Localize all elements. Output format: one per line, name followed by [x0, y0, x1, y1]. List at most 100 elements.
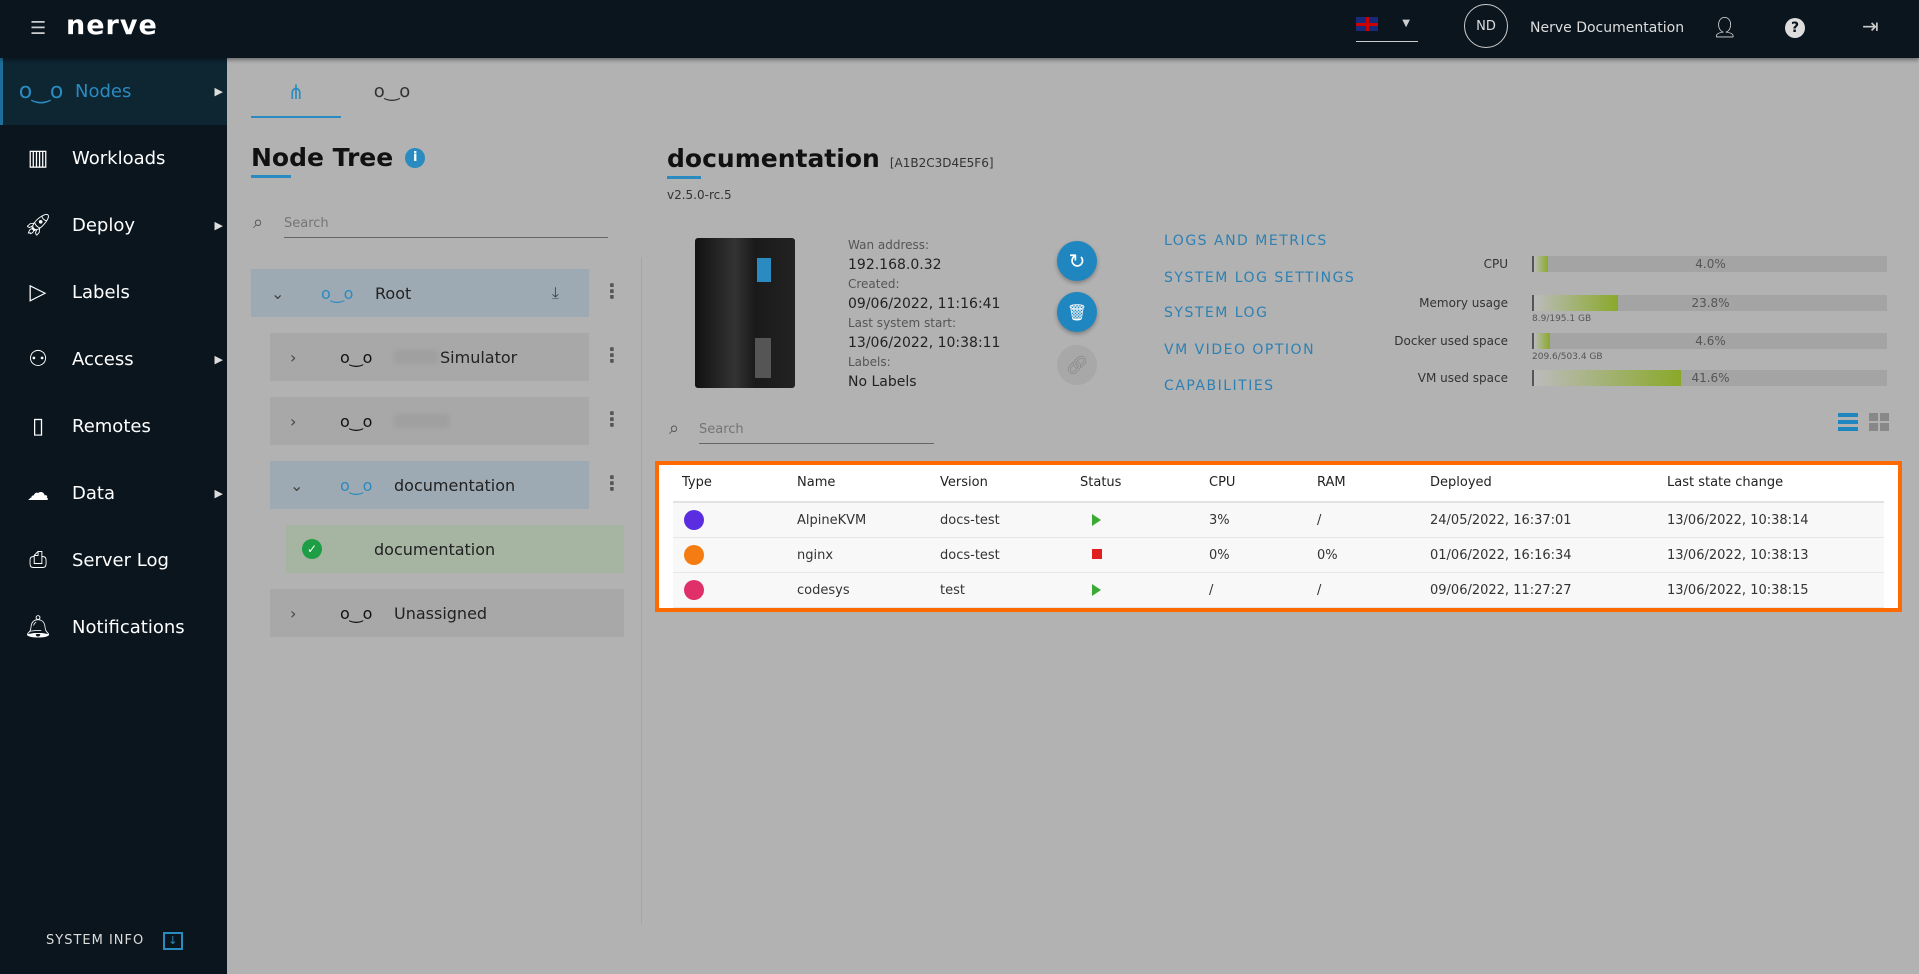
link-system-log-settings[interactable]: SYSTEM LOG SETTINGS	[1164, 270, 1356, 286]
cell-deployed: 24/05/2022, 16:37:01	[1430, 513, 1572, 528]
reboot-button[interactable]: ↻	[1057, 241, 1097, 281]
search-icon: ⌕	[669, 418, 680, 439]
metric-percent: 23.8%	[1691, 296, 1730, 310]
tree-row[interactable]: ⌄ o‿o documentation	[270, 461, 589, 509]
rocket-icon: 🚀︎	[24, 213, 52, 238]
docker-type-icon	[684, 545, 704, 565]
workload-search-input[interactable]	[699, 416, 934, 444]
system-info-label: SYSTEM INFO	[46, 933, 145, 948]
sidebar-item-data[interactable]: ☁︎ Data ▶	[0, 460, 227, 527]
cell-cpu: 3%	[1209, 513, 1230, 528]
delete-button[interactable]: 🗑︎	[1057, 292, 1097, 332]
created-label: Created:	[848, 277, 900, 291]
info-icon[interactable]: i	[405, 147, 426, 168]
tree-row-label: documentation	[394, 475, 516, 495]
chevron-down-icon[interactable]: ⌄	[271, 283, 285, 303]
node-header: documentation [A1B2C3D4E5F6]	[667, 144, 994, 173]
title-underline	[251, 175, 291, 178]
chevron-right-icon[interactable]: ›	[290, 411, 297, 431]
column-header[interactable]: Name	[797, 475, 836, 490]
table-row[interactable]: nginx docs-test 0% 0% 01/06/2022, 16:16:34 13…	[673, 538, 1884, 573]
help-icon[interactable]: ?	[1785, 18, 1805, 38]
printer-icon: ⎙	[29, 548, 47, 573]
metric-bar: 41.6%	[1532, 370, 1887, 386]
metric-sub: 8.9/195.1 GB	[1532, 314, 1592, 324]
metric-label: Memory usage	[1419, 296, 1508, 310]
kebab-menu-icon[interactable]: ⋮	[602, 471, 622, 495]
redacted-text	[394, 350, 438, 364]
created-value: 09/06/2022, 11:16:41	[848, 295, 1001, 312]
online-check-icon: ✓	[302, 539, 322, 559]
column-header[interactable]: RAM	[1317, 475, 1346, 490]
tree-search-input[interactable]	[284, 210, 608, 238]
chevron-down-icon: ▼	[1402, 18, 1410, 29]
cell-version: docs-test	[940, 548, 1000, 563]
link-button[interactable]: 🔗︎	[1057, 345, 1097, 385]
menu-toggle-icon[interactable]: ☰	[30, 18, 47, 39]
sidebar-item-deploy[interactable]: 🚀︎ Deploy ▶	[0, 192, 227, 259]
tree-row[interactable]: › o‿o	[270, 397, 589, 445]
link-system-log[interactable]: SYSTEM LOG	[1164, 305, 1269, 321]
tree-row[interactable]: ✓ documentation	[286, 525, 624, 573]
tab-node-list[interactable]: o‿o	[362, 70, 422, 118]
column-header[interactable]: Type	[682, 475, 712, 490]
kebab-menu-icon[interactable]: ⋮	[602, 279, 622, 303]
user-icon[interactable]: 👤︎	[1712, 15, 1738, 39]
cell-name: AlpineKVM	[797, 513, 867, 528]
metric-sub: 209.6/503.4 GB	[1532, 352, 1603, 362]
chevron-right-icon[interactable]: ›	[290, 603, 297, 623]
logout-icon[interactable]: ⇥	[1862, 14, 1879, 38]
avatar[interactable]: ND	[1464, 4, 1508, 48]
column-header[interactable]: Last state change	[1667, 475, 1784, 490]
cell-name: nginx	[797, 548, 834, 563]
chevron-right-icon: ▶	[214, 353, 223, 366]
cloud-data-icon: ☁︎	[27, 481, 49, 506]
workloads-icon: ▥	[27, 146, 49, 171]
tab-tree-view[interactable]: ⋔	[251, 70, 341, 118]
tree-row[interactable]: › o‿o Unassigned	[270, 589, 624, 637]
node-icon: o‿o	[340, 411, 373, 431]
column-header[interactable]: Version	[940, 475, 988, 490]
start-value: 13/06/2022, 10:38:11	[848, 334, 1001, 351]
sidebar-item-access[interactable]: ⚇ Access ▶	[0, 326, 227, 393]
sidebar-item-notifications[interactable]: 🔔︎ Notifications	[0, 594, 227, 661]
kebab-menu-icon[interactable]: ⋮	[602, 343, 622, 367]
table-row[interactable]: AlpineKVM docs-test 3% / 24/05/2022, 16:37:0…	[673, 503, 1884, 538]
column-header[interactable]: CPU	[1209, 475, 1236, 490]
language-select[interactable]: ▼	[1356, 16, 1418, 42]
sidebar-item-nodes[interactable]: o‿o Nodes ▶	[0, 58, 227, 125]
sidebar-item-server-log[interactable]: ⎙ Server Log	[0, 527, 227, 594]
node-tree-header: Node Tree i	[251, 143, 426, 172]
column-header[interactable]: Status	[1080, 475, 1122, 490]
download-icon: ↓	[163, 932, 184, 950]
metric-percent: 41.6%	[1691, 371, 1730, 385]
node-icon: o‿o	[373, 81, 411, 102]
column-header[interactable]: Deployed	[1430, 475, 1492, 490]
table-row[interactable]: codesys test / / 09/06/2022, 11:27:27 13/06/2…	[673, 573, 1884, 608]
metric-percent: 4.0%	[1695, 257, 1726, 271]
labels-label: Labels:	[848, 355, 891, 369]
tree-row[interactable]: › o‿o Simulator	[270, 333, 589, 381]
kebab-menu-icon[interactable]: ⋮	[602, 407, 622, 431]
chevron-right-icon[interactable]: ›	[290, 347, 297, 367]
bell-icon: 🔔︎	[24, 615, 52, 640]
sidebar-item-labels[interactable]: ▷ Labels	[0, 259, 227, 326]
link-capabilities[interactable]: CAPABILITIES	[1164, 378, 1275, 394]
link-vm-video-option[interactable]: VM VIDEO OPTION	[1164, 342, 1316, 358]
tree-row[interactable]: ⌄ o‿o Root ⤓	[251, 269, 589, 317]
system-info-link[interactable]: SYSTEM INFO ↓	[46, 932, 184, 950]
sidebar-item-label: Nodes	[75, 81, 132, 102]
wan-value: 192.168.0.32	[848, 256, 942, 273]
wan-label: Wan address:	[848, 238, 930, 252]
sidebar-item-remotes[interactable]: ▯ Remotes	[0, 393, 227, 460]
cell-changed: 13/06/2022, 10:38:15	[1667, 583, 1809, 598]
link-logs-and-metrics[interactable]: LOGS AND METRICS	[1164, 233, 1328, 249]
sidebar-item-label: Server Log	[72, 550, 169, 571]
vm-type-icon	[684, 510, 704, 530]
node-icon: o‿o	[18, 79, 64, 104]
grid-view-icon[interactable]	[1869, 413, 1889, 431]
sidebar-item-workloads[interactable]: ▥ Workloads	[0, 125, 227, 192]
chevron-down-icon[interactable]: ⌄	[290, 475, 304, 495]
list-view-icon[interactable]	[1838, 413, 1858, 431]
sort-icon[interactable]: ⤓	[551, 283, 559, 302]
